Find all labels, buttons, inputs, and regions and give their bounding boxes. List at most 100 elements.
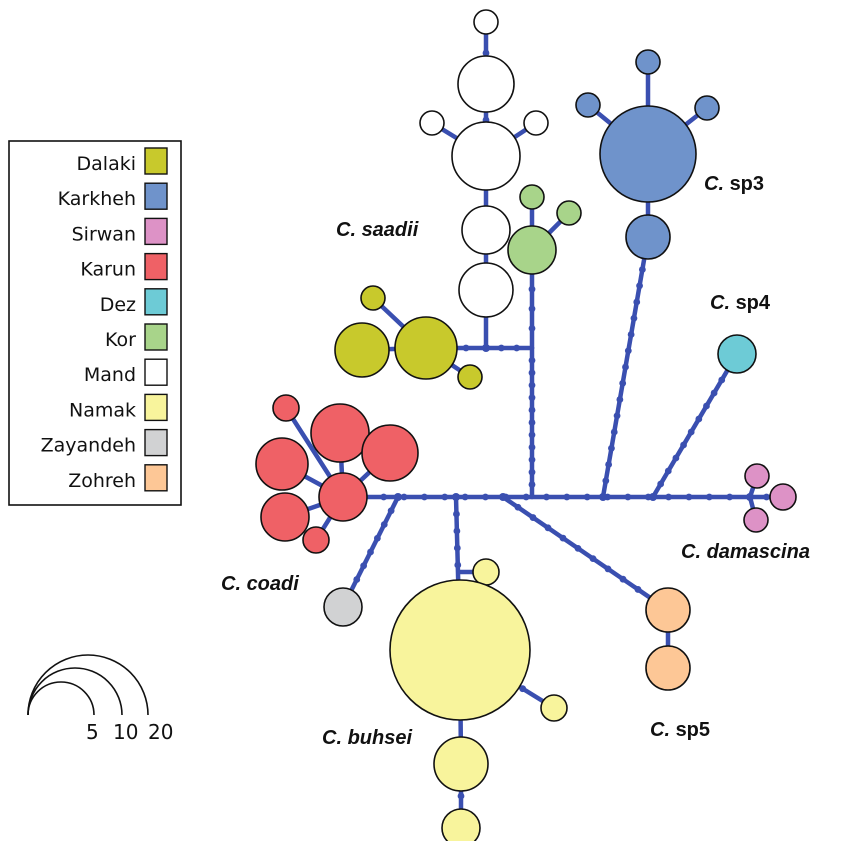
mutation-step (528, 443, 536, 451)
mutation-step (705, 493, 713, 501)
mutation-step (672, 454, 680, 462)
mutation-step (373, 534, 381, 542)
mutation-step (387, 507, 395, 515)
haplotype-node-namak (441, 808, 481, 841)
legend-swatch-dalaki (144, 147, 168, 175)
haplotype-node-mand (473, 9, 499, 35)
mutation-step (514, 503, 522, 511)
mutation-step (421, 493, 428, 501)
clade-label-sp3: C. sp3 (704, 173, 764, 195)
mutation-step (482, 49, 490, 57)
mutation-step (528, 456, 536, 464)
haplotype-node-zohreh (645, 587, 691, 633)
mutation-step (710, 389, 718, 397)
mutation-step (453, 544, 461, 552)
mutation-step (353, 576, 361, 583)
clade-label-buhsei: C. buhsei (322, 727, 412, 749)
mutation-step (528, 468, 536, 476)
legend-label-dalaki: Dalaki (77, 153, 136, 175)
haplotype-node-zayandeh (323, 587, 363, 627)
mutation-step (462, 344, 470, 352)
mutation-step (367, 548, 374, 556)
mutation-step (574, 544, 582, 552)
mutation-step (400, 493, 408, 501)
mutation-step (461, 493, 469, 501)
mutation-step (380, 521, 388, 528)
mutation-step (519, 685, 527, 693)
mutation-step (634, 586, 642, 593)
haplotype-node-karkheh (635, 49, 661, 75)
legend-swatch-zayandeh (144, 428, 168, 457)
mutation-step (454, 561, 462, 569)
haplotype-node-karkheh (599, 105, 697, 203)
mutation-step (616, 396, 624, 403)
haplotype-node-mand (457, 55, 515, 113)
haplotype-nodes (255, 9, 797, 841)
haplotype-node-dalaki (334, 322, 390, 378)
mutation-step (513, 344, 521, 352)
haplotype-node-karkheh (575, 92, 601, 118)
mutation-step (619, 575, 627, 583)
median-vector (599, 493, 607, 501)
haplotype-node-kor (519, 184, 545, 210)
mutation-step (636, 282, 643, 290)
legend-swatch-karun (144, 252, 168, 281)
mutation-step (528, 305, 536, 313)
mutation-step (528, 285, 536, 293)
mutation-step (613, 412, 621, 420)
clade-label-sp4: C. sp4 (710, 292, 771, 314)
mutation-step (528, 481, 536, 488)
mutation-step (664, 467, 672, 475)
median-vector (499, 493, 507, 501)
size-scale (27, 654, 149, 716)
mutation-step (522, 493, 530, 501)
scale-label-5: 5 (86, 720, 99, 744)
legend-label-karkheh: Karkheh (58, 188, 136, 210)
scale-label-20: 20 (148, 720, 173, 744)
mutation-step (559, 534, 567, 542)
mutation-step (695, 415, 703, 423)
mutation-step (360, 562, 368, 570)
mutation-step (528, 369, 536, 377)
median-vector (649, 493, 657, 501)
mutation-step (624, 347, 632, 355)
haplotype-node-karkheh (625, 214, 671, 260)
legend-swatch-sirwan (144, 217, 168, 246)
haplotype-node-namak (540, 694, 568, 722)
legend-label-mand: Mand (84, 364, 136, 386)
legend-label-namak: Namak (69, 399, 136, 421)
mutation-step (633, 298, 641, 306)
haplotype-node-dalaki (360, 285, 386, 311)
mutation-step (604, 565, 612, 573)
haplotype-node-sirwan (744, 463, 770, 489)
haplotype-node-mand (458, 262, 514, 318)
haplotype-node-namak (433, 736, 489, 792)
mutation-step (497, 344, 505, 352)
mutation-step (453, 527, 461, 535)
mutation-step (602, 477, 610, 485)
mutation-step (529, 514, 537, 521)
haplotype-node-kor (507, 225, 557, 275)
legend-label-sirwan: Sirwan (72, 223, 136, 245)
scale-label-10: 10 (113, 720, 138, 744)
mutation-step (622, 363, 629, 371)
legend-label-dez: Dez (100, 294, 136, 316)
haplotype-node-namak (389, 579, 531, 721)
clade-label-sp5: C. sp5 (650, 719, 710, 741)
mutation-step (665, 493, 672, 501)
clade-label-coadi: C. coadi (221, 573, 299, 595)
legend-label-kor: Kor (105, 329, 136, 351)
clade-labels: C. saadii C. sp3 C. sp4 C. coadi C. dama… (221, 173, 810, 749)
mutation-step (482, 493, 489, 501)
haplotype-node-namak (472, 558, 500, 586)
haplotype-node-karkheh (694, 95, 720, 121)
mutation-step (543, 493, 550, 501)
mutation-step (726, 493, 734, 501)
legend: Dalaki Karkheh Sirwan Karun Dez Kor Mand Namak Z… (8, 140, 182, 506)
haplotype-node-karun (260, 492, 310, 542)
mutation-step (528, 394, 536, 402)
legend-swatch-zohreh (144, 464, 168, 492)
scale-arc-5 (27, 681, 95, 716)
mutation-step (763, 493, 770, 501)
